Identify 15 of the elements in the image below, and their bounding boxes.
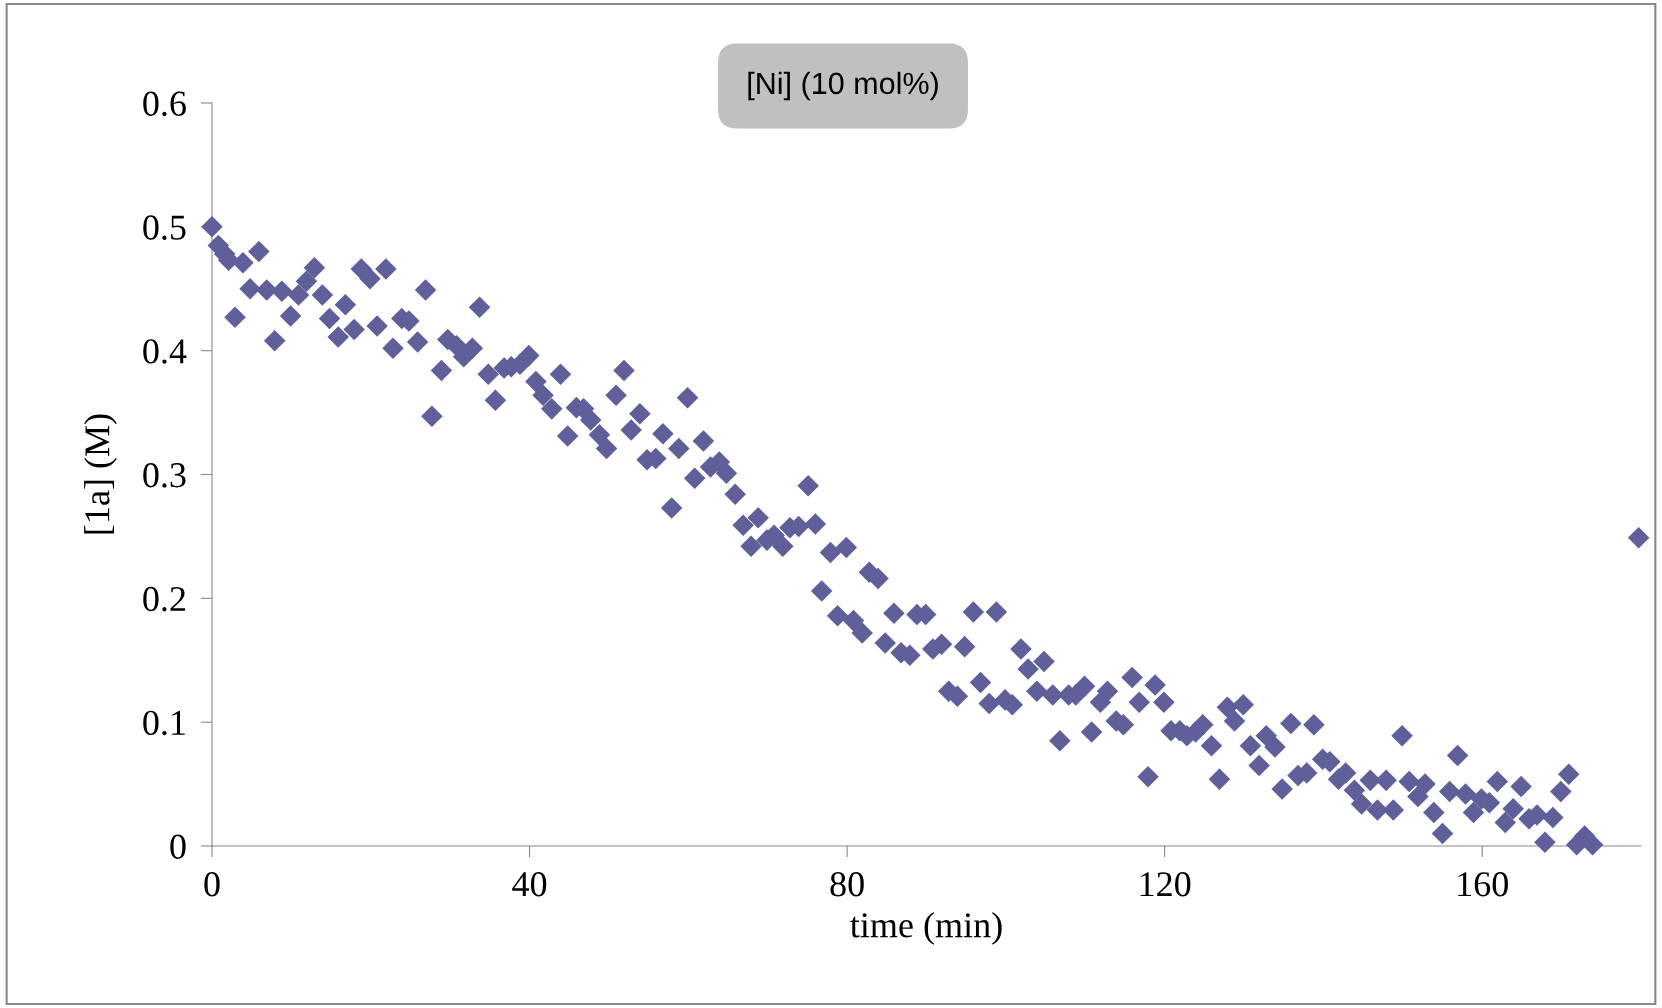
y-tick-label: 0 [170, 834, 186, 859]
x-tick-label: 0 [204, 872, 220, 897]
x-tick-label: 120 [1140, 872, 1191, 897]
y-tick-label: 0.2 [143, 586, 186, 612]
y-tick-label: 0.1 [143, 710, 185, 736]
y-tick-label: 0.6 [143, 91, 186, 117]
x-axis-title: time (min) [850, 912, 1002, 945]
y-tick-label: 0.4 [143, 339, 187, 364]
y-tick-label: 0.3 [143, 463, 186, 488]
chart-title: [Ni] (10 mol%) [748, 71, 938, 101]
x-tick-label: 40 [512, 872, 547, 897]
x-tick-label: 80 [830, 872, 864, 897]
x-tick-label: 160 [1458, 872, 1508, 897]
y-axis-title: [1a] (M) [84, 414, 117, 534]
y-tick-label: 0.5 [143, 215, 186, 240]
